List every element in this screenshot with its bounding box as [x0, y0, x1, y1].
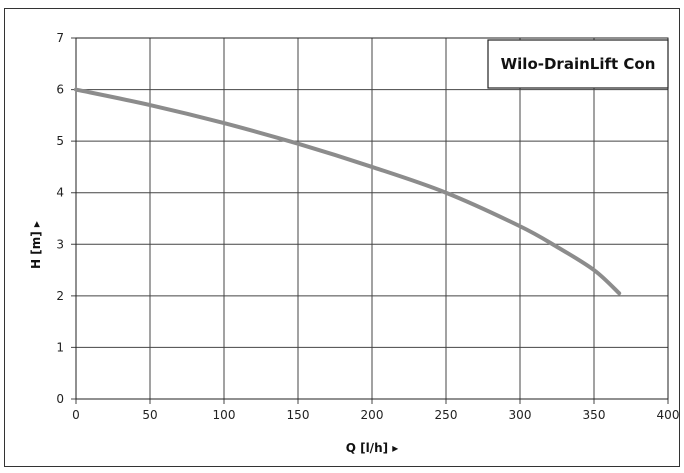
plot-area: [75, 37, 669, 400]
x-tick-label: 400: [657, 408, 680, 422]
x-tick-label: 0: [72, 408, 80, 422]
x-tick-label: 300: [509, 408, 532, 422]
x-tick-label: 350: [583, 408, 606, 422]
y-tick-label: 1: [56, 340, 64, 354]
y-tick-labels: 0 1 2 3 4 5 6 7: [56, 31, 64, 406]
chart-title: Wilo-DrainLift Con: [501, 55, 656, 73]
title-box: Wilo-DrainLift Con: [487, 39, 669, 89]
x-tick-label: 200: [361, 408, 384, 422]
x-tick-label: 150: [287, 408, 310, 422]
y-tick-label: 6: [56, 83, 64, 97]
x-tick-label: 50: [142, 408, 157, 422]
y-tick-label: 0: [56, 392, 64, 406]
x-tick-labels: 0 50 100 150 200 250 300 350 400: [72, 408, 679, 422]
y-tick-label: 5: [56, 134, 64, 148]
grid-lines: [71, 37, 669, 404]
x-tick-label: 250: [435, 408, 458, 422]
y-tick-label: 3: [56, 237, 64, 251]
y-tick-label: 7: [56, 31, 64, 45]
y-axis-label: H [m] ▸: [29, 221, 43, 269]
series-layer: [74, 87, 622, 296]
y-tick-label: 2: [56, 289, 64, 303]
x-tick-label: 100: [213, 408, 236, 422]
y-tick-label: 4: [56, 186, 64, 200]
x-axis-label: Q [l/h] ▸: [346, 441, 399, 455]
series-line: [74, 87, 622, 296]
